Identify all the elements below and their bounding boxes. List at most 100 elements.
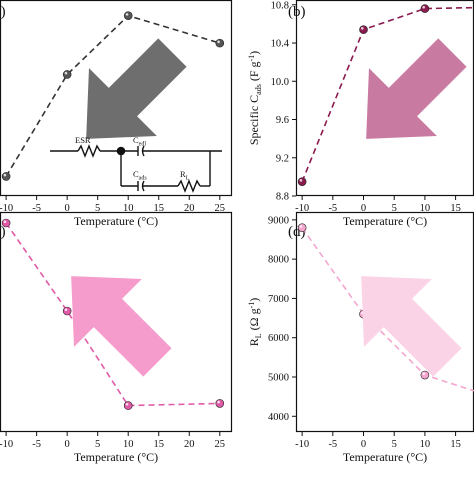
data-point [1,172,11,181]
panel-3-frame [0,211,233,433]
x-tick-label: 10 [420,439,431,450]
data-point-highlight [422,6,425,9]
esr-resistor [77,144,101,158]
panel-1-frame [0,0,233,197]
x-axis-label: Temperature (°C) [343,214,427,228]
series-line [5,14,221,177]
panel-1-arrow [86,38,187,139]
series-line [301,227,474,392]
y-tick-label: 10.4 [271,39,290,50]
x-tick-label: 10 [123,439,134,450]
x-tick-label: 0 [65,439,70,450]
y-tick-label: 4000 [268,412,289,423]
x-tick-label: 20 [184,439,195,450]
x-tick-label: 15 [450,203,461,214]
rl-label: RL [180,169,190,182]
data-point-highlight [64,71,68,75]
x-axis-label: Temperature (°C) [343,450,427,464]
y-tick-label: 8.8 [276,192,289,203]
y-tick-label: 6000 [268,333,289,344]
panel-2: -10 -5 0 5 10 15 Temperature (°C) 8.8 9.2 9.6 10.0… [247,0,474,228]
data-point-highlight [3,173,7,177]
data-point-highlight [125,13,129,16]
cedl-label: Cedl [133,135,146,148]
x-tick-label: 5 [95,439,100,450]
data-point-highlight [422,372,425,376]
data-point-highlight [299,179,303,182]
panel-3: -10 -5 0 5 10 15 20 25 Temperature (°C) c) [0,211,233,464]
x-tick-label: 15 [153,439,164,450]
y-tick-label: 10.0 [271,77,289,88]
panel-4-arrow-shape [361,276,462,377]
x-tick-label: -5 [32,203,41,214]
data-point [359,25,368,34]
y-axis-label: RL (Ω g-1) [247,298,263,347]
panel-2-arrow [366,38,467,139]
x-tick-label: 10 [123,203,134,214]
data-point [215,38,225,48]
panel-label: c) [0,224,6,240]
data-point-highlight [361,27,364,30]
x-tick-label: 15 [153,203,164,214]
panel-label: a) [0,4,6,20]
x-tick-label: 0 [361,439,366,450]
series-line [301,6,474,182]
panel-1-arrow-shape [86,38,187,139]
y-tick-label: 9000 [268,215,289,226]
data-point-highlight [299,225,303,228]
y-tick-label: 9.6 [276,115,289,126]
data-point [123,401,133,410]
data-point [215,399,225,408]
x-tick-label: -10 [0,203,13,214]
panel-3-arrow-shape [71,276,172,377]
x-tick-label: -10 [295,203,309,214]
x-axis-label: Temperature (°C) [74,450,158,464]
x-tick-label: 0 [65,203,70,214]
panel-4-arrow [361,276,462,377]
rl-resistor [177,179,201,193]
esr-label: ESR [75,135,91,145]
x-tick-label: 10 [420,203,431,214]
data-point [62,70,72,79]
y-tick-label: 10.8 [271,0,289,11]
panel-3-arrow [71,276,172,377]
panel-2-arrow-shape [366,38,467,139]
x-tick-label: -5 [328,203,337,214]
x-tick-label: -5 [328,439,337,450]
data-point-highlight [3,220,7,223]
data-point [297,177,307,186]
data-point-highlight [125,403,129,406]
data-point [1,218,11,228]
y-tick-label: 9.2 [276,153,289,164]
data-point-highlight [217,400,220,404]
x-tick-label: -10 [0,439,13,450]
y-axis-label: Specific Cads (F g-1) [247,51,263,145]
data-point-highlight [217,40,220,44]
data-point-highlight [64,308,68,312]
x-tick-label: -5 [32,439,41,450]
data-point [62,306,72,316]
panel-1: -10 -5 0 5 10 15 20 25 Temperature (°C) a) [0,0,233,228]
data-point [420,370,430,380]
series-line [5,222,220,407]
x-tick-label: 25 [215,203,226,214]
y-tick-label: 7000 [268,294,289,305]
y-tick-label: 5000 [268,373,289,384]
x-tick-label: 20 [184,203,195,214]
circuit-inset [50,144,222,193]
panel-label: (b) [288,4,306,20]
x-tick-label: 5 [392,203,397,214]
data-point [297,223,307,233]
y-tick-label: 8000 [268,255,289,266]
data-point [420,4,430,13]
x-tick-label: 5 [392,439,397,450]
x-tick-label: 15 [450,439,461,450]
x-tick-label: 5 [95,203,100,214]
x-axis-label: Temperature (°C) [74,214,158,228]
cads-label: Cads [133,169,147,182]
data-point [123,11,133,20]
x-tick-label: 25 [215,439,226,450]
x-tick-label: 0 [361,203,366,214]
